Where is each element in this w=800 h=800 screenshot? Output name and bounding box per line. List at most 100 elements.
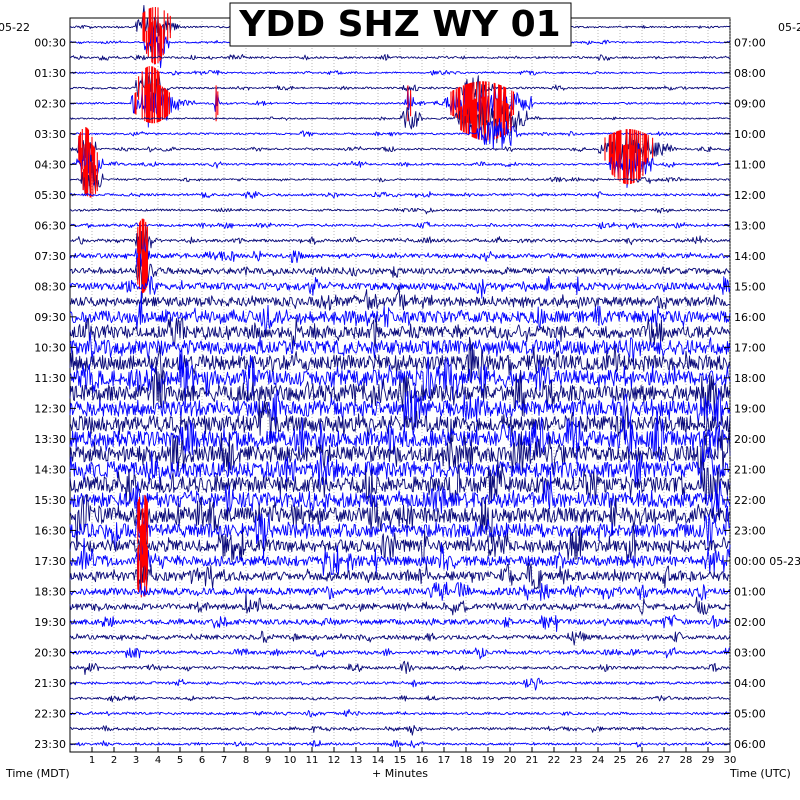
trace-line — [69, 740, 731, 749]
trace-line — [69, 54, 731, 61]
left-time-label: 11:30 — [34, 372, 66, 385]
x-tick-label: 22 — [548, 755, 561, 766]
clipped-segment — [137, 555, 148, 598]
trace-line — [69, 581, 731, 601]
x-tick-label: 30 — [724, 755, 737, 766]
trace-line — [69, 660, 731, 676]
right-time-label: 01:00 — [734, 585, 766, 598]
trace-line — [69, 315, 731, 350]
left-time-label: 04:30 — [34, 158, 66, 171]
clipped-segment — [134, 81, 515, 126]
clipped-segment — [137, 249, 148, 293]
x-tick-label: 10 — [284, 755, 297, 766]
trace-line — [69, 724, 731, 736]
left-time-label: 08:30 — [34, 280, 66, 293]
right-time-label: 14:00 — [734, 250, 766, 263]
trace-line — [69, 505, 731, 559]
trace-line — [69, 647, 731, 660]
x-tick-label: 15 — [394, 755, 407, 766]
trace-line — [69, 101, 731, 144]
trace-line — [69, 695, 731, 703]
trace-line — [69, 429, 731, 478]
title-box — [229, 2, 572, 47]
right-time-label: 05:00 — [734, 707, 766, 720]
right-time-label: 17:00 — [734, 341, 766, 354]
x-tick-label: 14 — [372, 755, 385, 766]
x-tick-label: 5 — [177, 755, 183, 766]
left-time-label: 21:30 — [34, 677, 66, 690]
right-time-label: 02:00 — [734, 616, 766, 629]
x-tick-label: 25 — [614, 755, 627, 766]
trace-line — [69, 224, 731, 270]
clipped-segment — [146, 20, 164, 65]
left-date-label: 05-22 — [0, 21, 30, 34]
x-tick-label: 2 — [111, 755, 117, 766]
trace-line — [69, 411, 731, 465]
trace-line — [69, 275, 731, 299]
x-tick-label: 21 — [526, 755, 539, 766]
x-tick-label: 19 — [482, 755, 495, 766]
trace-line — [69, 493, 731, 550]
right-time-label: 06:00 — [734, 738, 766, 751]
x-tick-label: 7 — [221, 755, 227, 766]
right-time-label: 15:00 — [734, 280, 766, 293]
left-axis-label: Time (MDT) — [5, 767, 70, 780]
right-time-label: 16:00 — [734, 311, 766, 324]
trace-line — [69, 429, 731, 488]
x-tick-label: 9 — [265, 755, 271, 766]
left-time-label: 06:30 — [34, 219, 66, 232]
x-tick-label: 26 — [636, 755, 649, 766]
trace-layer — [69, 4, 731, 749]
right-time-label: 20:00 — [734, 433, 766, 446]
trace-line — [69, 360, 731, 426]
trace-line — [69, 614, 731, 633]
left-time-label: 03:30 — [34, 128, 66, 141]
chart-title: YDD SHZ WY 01 — [238, 4, 560, 45]
right-axis-label: Time (UTC) — [729, 767, 791, 780]
x-tick-label: 1 — [89, 755, 95, 766]
trace-line — [69, 69, 731, 76]
x-tick-label: 12 — [328, 755, 341, 766]
x-tick-label: 3 — [133, 755, 139, 766]
x-tick-label: 24 — [592, 755, 605, 766]
right-time-label: 13:00 — [734, 219, 766, 232]
trace-line — [69, 207, 731, 215]
right-time-label: 19:00 — [734, 402, 766, 415]
left-time-label: 12:30 — [34, 402, 66, 415]
trace-line — [69, 284, 730, 311]
left-time-label: 18:30 — [34, 585, 66, 598]
x-tick-label: 17 — [438, 755, 451, 766]
left-time-label: 13:30 — [34, 433, 66, 446]
trace-line — [69, 470, 731, 519]
left-time-label: 10:30 — [34, 341, 66, 354]
right-time-label: 07:00 — [734, 36, 766, 49]
trace-line — [69, 258, 731, 299]
left-time-label: 07:30 — [34, 250, 66, 263]
left-time-label: 19:30 — [34, 616, 66, 629]
trace-line — [69, 459, 731, 510]
label-layer: 00:30 01:30 02:30 03:30 04:30 05:30 06:30 07:30… — [34, 36, 800, 751]
right-time-label: 21:00 — [734, 463, 766, 476]
left-time-label: 16:30 — [34, 524, 66, 537]
right-time-label: 22:00 — [734, 494, 766, 507]
clipped-segment — [82, 161, 98, 198]
tick-layer: 1 2 3 4 5 6 7 8 9 10 11 12 13 14 15 16 17 18 19 20 21 22 23 24 2… — [89, 747, 737, 766]
left-time-label: 23:30 — [34, 738, 66, 751]
trace-line — [69, 221, 731, 230]
left-time-label: 02:30 — [34, 97, 66, 110]
trace-line — [69, 154, 731, 196]
left-time-label: 22:30 — [34, 707, 66, 720]
x-tick-label: 29 — [702, 755, 715, 766]
x-tick-label: 18 — [460, 755, 473, 766]
trace-line — [69, 82, 731, 134]
left-time-label: 14:30 — [34, 463, 66, 476]
left-time-label: 15:30 — [34, 494, 66, 507]
clipped-segment — [460, 96, 512, 141]
right-time-label: 09:00 — [734, 97, 766, 110]
x-tick-label: 28 — [680, 755, 693, 766]
trace-line — [69, 537, 731, 583]
x-tick-label: 20 — [504, 755, 517, 766]
trace-line — [69, 67, 731, 107]
right-time-label: 03:00 — [734, 646, 766, 659]
